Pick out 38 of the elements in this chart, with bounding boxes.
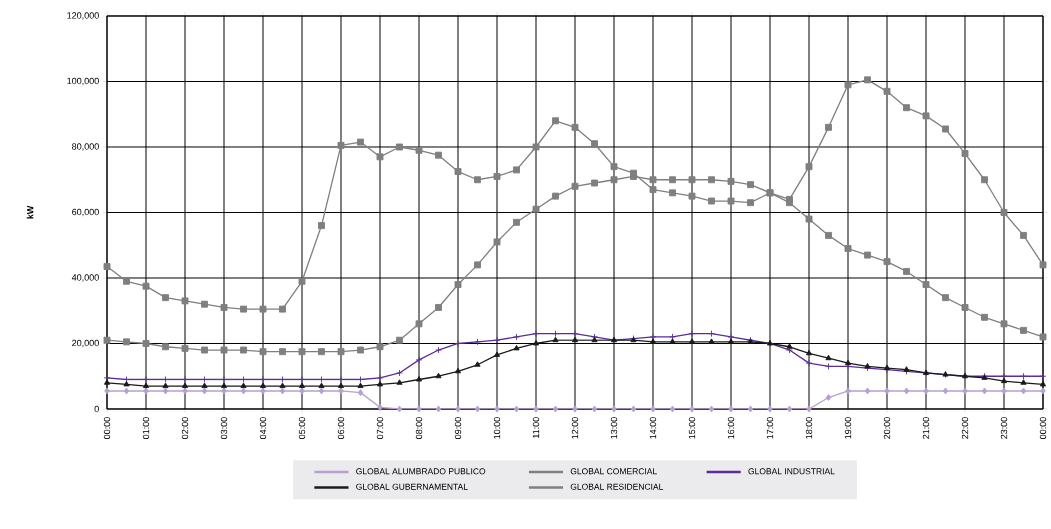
y-axis-title: kW bbox=[26, 205, 34, 219]
x-tick-label: 07:00 bbox=[376, 417, 384, 439]
y-tick-label: 80,000 bbox=[72, 143, 99, 151]
legend-label: GLOBAL INDUSTRIAL bbox=[748, 468, 835, 475]
x-tick-label: 00:00 bbox=[1039, 417, 1047, 439]
x-tick-label: 05:00 bbox=[298, 417, 306, 439]
x-tick-label: 18:00 bbox=[805, 417, 813, 439]
y-tick-label: 100,000 bbox=[67, 77, 99, 86]
x-tick-label: 04:00 bbox=[259, 417, 267, 439]
legend-label: GLOBAL RESIDENCIAL bbox=[570, 483, 664, 490]
x-tick-label: 03:00 bbox=[220, 417, 228, 439]
x-tick-label: 10:00 bbox=[493, 417, 501, 439]
x-tick-label: 15:00 bbox=[688, 417, 696, 439]
y-tick-label: 60,000 bbox=[72, 208, 99, 217]
x-tick-label: 23:00 bbox=[1000, 417, 1008, 439]
x-tick-label: 00:00 bbox=[103, 417, 111, 439]
y-tick-label: 120,000 bbox=[67, 12, 99, 20]
x-tick-label: 19:00 bbox=[844, 417, 852, 439]
x-tick-label: 20:00 bbox=[883, 417, 891, 439]
x-tick-label: 12:00 bbox=[571, 417, 579, 439]
x-tick-label: 22:00 bbox=[961, 417, 969, 439]
x-tick-label: 02:00 bbox=[181, 417, 189, 439]
x-tick-label: 06:00 bbox=[337, 417, 345, 439]
x-tick-label: 16:00 bbox=[727, 417, 735, 439]
x-tick-label: 21:00 bbox=[922, 417, 930, 439]
y-tick-label: 20,000 bbox=[72, 339, 99, 348]
x-tick-label: 01:00 bbox=[142, 417, 150, 439]
legend-label: GLOBAL COMERCIAL bbox=[570, 468, 657, 475]
y-tick-label: 0 bbox=[94, 405, 99, 413]
x-tick-label: 14:00 bbox=[649, 417, 657, 439]
legend-label: GLOBAL ALUMBRADO PUBLICO bbox=[356, 468, 486, 475]
x-tick-label: 13:00 bbox=[610, 417, 618, 439]
legend-label: GLOBAL GUBERNAMENTAL bbox=[356, 483, 468, 490]
x-tick-label: 08:00 bbox=[415, 417, 423, 439]
y-tick-label: 40,000 bbox=[71, 274, 99, 282]
x-tick-label: 17:00 bbox=[766, 417, 774, 439]
x-tick-label: 11:00 bbox=[532, 417, 540, 438]
x-tick-label: 09:00 bbox=[454, 417, 462, 439]
